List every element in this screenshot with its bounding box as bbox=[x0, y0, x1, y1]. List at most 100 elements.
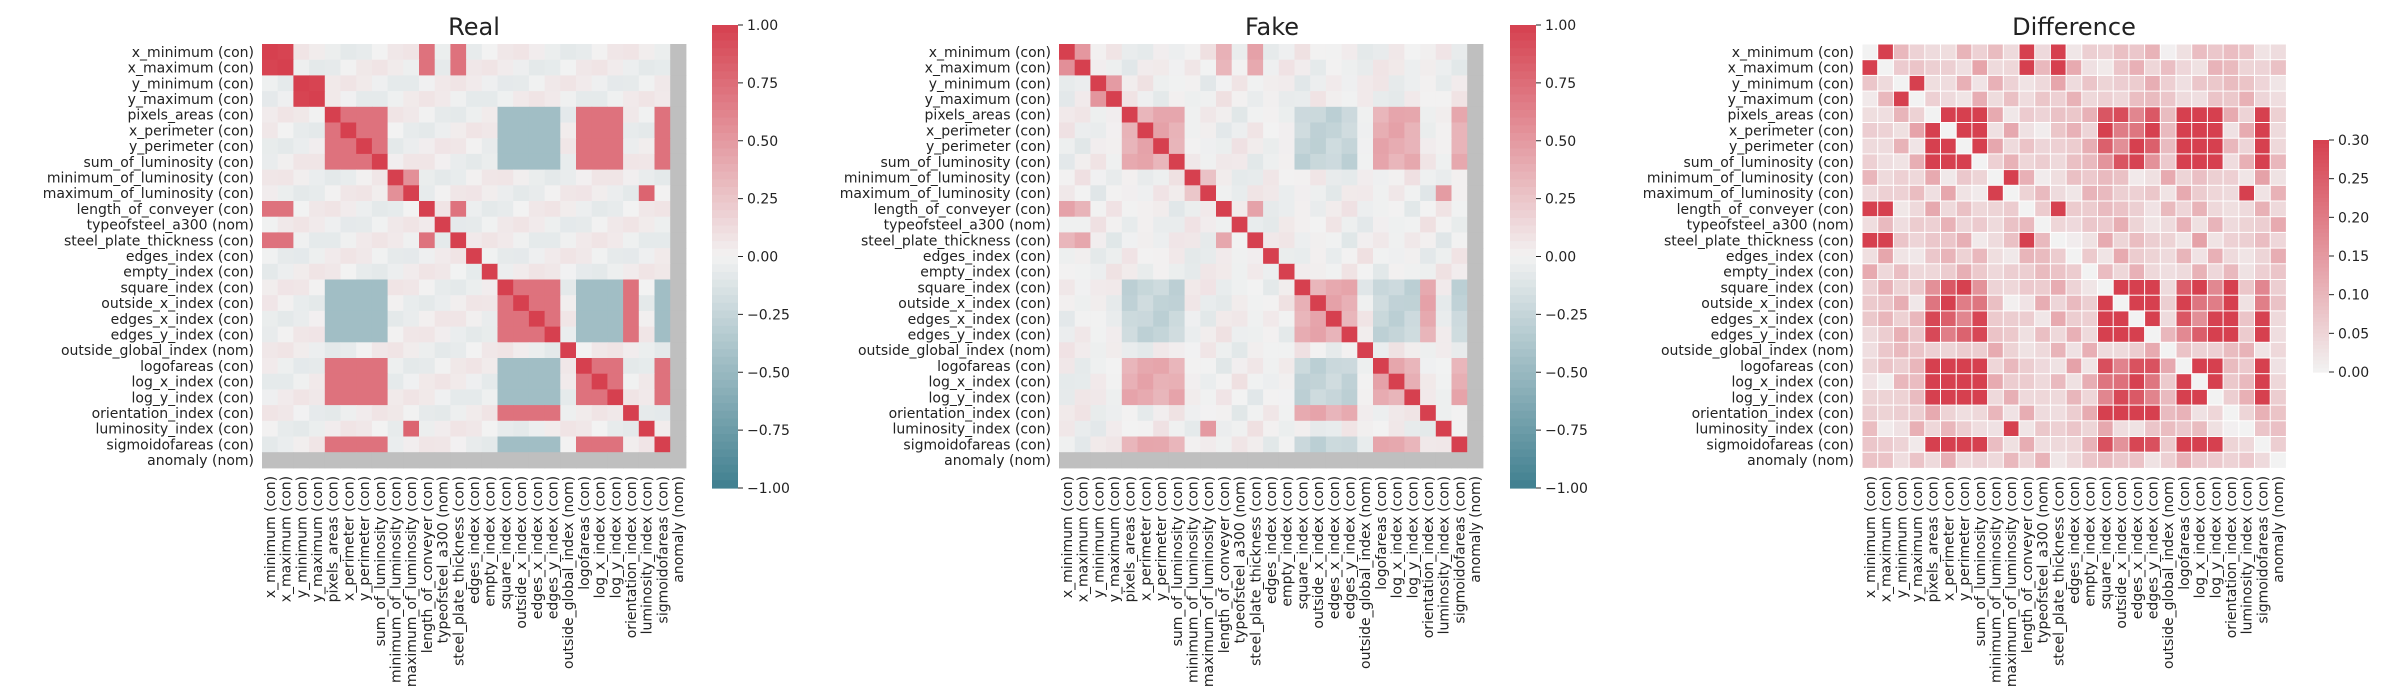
heatmap-cell bbox=[1373, 59, 1390, 76]
column-label: edges_y_index (con) bbox=[1342, 476, 1358, 619]
heatmap-cell bbox=[1971, 184, 1989, 203]
colorbar-tick-label: 0.75 bbox=[747, 76, 778, 92]
heatmap-cell bbox=[1877, 169, 1895, 187]
heatmap-cell bbox=[1200, 169, 1217, 186]
heatmap-cell bbox=[1341, 75, 1358, 92]
heatmap-cell bbox=[1153, 138, 1170, 155]
heatmap-cell bbox=[576, 75, 593, 92]
heatmap-cell bbox=[1059, 91, 1076, 108]
heatmap-cell bbox=[1247, 342, 1264, 359]
heatmap-cell bbox=[1294, 452, 1311, 469]
heatmap-cell bbox=[1247, 248, 1264, 265]
heatmap-cell bbox=[1137, 310, 1154, 328]
heatmap-cell bbox=[638, 263, 655, 280]
heatmap-cell bbox=[497, 389, 514, 406]
heatmap-cell bbox=[1278, 279, 1295, 296]
heatmap-cell bbox=[1940, 420, 1958, 438]
heatmap-cell bbox=[1325, 263, 1343, 280]
heatmap-cell bbox=[1153, 122, 1170, 139]
heatmap-cell bbox=[1121, 232, 1138, 249]
heatmap-cell bbox=[1955, 279, 1973, 297]
heatmap-cell bbox=[2222, 263, 2240, 281]
colorbar-segment bbox=[2313, 159, 2329, 164]
heatmap-cell bbox=[1137, 295, 1154, 312]
heatmap-cell bbox=[654, 232, 671, 249]
heatmap-cell bbox=[560, 169, 577, 186]
heatmap-cell bbox=[1106, 91, 1123, 108]
heatmap-cell bbox=[277, 185, 294, 202]
heatmap-cell bbox=[356, 342, 373, 359]
heatmap-cell bbox=[371, 342, 389, 359]
heatmap-cell bbox=[1955, 436, 1973, 454]
heatmap-cell bbox=[1294, 169, 1311, 186]
heatmap-cell bbox=[607, 342, 624, 359]
heatmap-cell bbox=[1955, 310, 1973, 328]
heatmap-cell bbox=[1940, 216, 1958, 234]
heatmap-cell bbox=[2222, 90, 2240, 108]
heatmap-cell bbox=[1231, 389, 1248, 406]
heatmap-cell bbox=[560, 122, 577, 139]
heatmap-cell bbox=[1971, 137, 1989, 155]
heatmap-cell bbox=[466, 91, 483, 108]
heatmap-cell bbox=[2159, 153, 2178, 171]
heatmap-cell bbox=[2222, 388, 2240, 407]
heatmap-cell bbox=[2191, 341, 2209, 359]
heatmap-cell bbox=[403, 342, 420, 359]
row-label: x_maximum (con) bbox=[128, 61, 254, 77]
colorbar-segment bbox=[2313, 198, 2329, 203]
heatmap-cell bbox=[1153, 452, 1170, 469]
heatmap-cell bbox=[1987, 43, 2005, 61]
heatmap-cell bbox=[2034, 310, 2052, 328]
heatmap-cell bbox=[2081, 279, 2099, 297]
heatmap-cell bbox=[1861, 310, 1879, 328]
colorbar-segment bbox=[1510, 271, 1536, 281]
colorbar-segment bbox=[712, 341, 738, 350]
heatmap-cell bbox=[544, 420, 561, 437]
heatmap-cell bbox=[1892, 231, 1911, 250]
heatmap-cell bbox=[1231, 310, 1248, 328]
heatmap-cell bbox=[340, 44, 357, 61]
heatmap-cell bbox=[654, 44, 671, 61]
heatmap-cell bbox=[1294, 91, 1311, 108]
heatmap-cell bbox=[1278, 373, 1295, 390]
heatmap-cell bbox=[1955, 153, 1973, 171]
heatmap-cell bbox=[2254, 247, 2272, 265]
heatmap-cell bbox=[2034, 74, 2052, 93]
heatmap-cell bbox=[560, 232, 577, 249]
heatmap-cell bbox=[2269, 279, 2287, 297]
colorbar-tick-label: 0.25 bbox=[1545, 192, 1576, 208]
heatmap-cell bbox=[309, 232, 326, 249]
heatmap-cell bbox=[450, 44, 467, 61]
heatmap-cell bbox=[466, 75, 483, 92]
colorbar-segment bbox=[1510, 457, 1536, 466]
heatmap-cell bbox=[2206, 90, 2225, 108]
column-label: luminosity_index (con) bbox=[1437, 476, 1453, 635]
heatmap-cell bbox=[2254, 451, 2272, 469]
heatmap-cell bbox=[1137, 248, 1154, 265]
column-label: sum_of_luminosity (con) bbox=[373, 476, 389, 647]
heatmap-cell bbox=[1247, 59, 1264, 76]
heatmap-cell bbox=[576, 106, 593, 123]
heatmap-cell bbox=[2128, 420, 2146, 438]
heatmap-cell bbox=[1153, 248, 1170, 265]
heatmap-cell bbox=[2081, 420, 2099, 438]
heatmap-cell bbox=[1074, 44, 1091, 61]
heatmap-cell bbox=[2222, 74, 2240, 93]
heatmap-cell bbox=[2081, 43, 2099, 61]
heatmap-cell bbox=[607, 185, 624, 202]
heatmap-cell bbox=[262, 153, 279, 171]
heatmap-cell bbox=[1940, 310, 1958, 328]
heatmap-cell bbox=[403, 59, 420, 76]
heatmap-cell bbox=[466, 216, 483, 233]
heatmap-cell bbox=[2144, 326, 2162, 344]
heatmap-cell bbox=[1908, 404, 1926, 422]
colorbar-segment bbox=[2313, 321, 2329, 327]
colorbar-segment bbox=[2313, 213, 2329, 218]
heatmap-cell bbox=[2238, 200, 2256, 218]
heatmap-cell bbox=[1325, 122, 1343, 139]
heatmap-cell bbox=[2206, 231, 2225, 250]
column-label: maximum_of_luminosity (con) bbox=[404, 476, 420, 687]
heatmap-cell bbox=[2222, 153, 2240, 171]
heatmap-cell bbox=[2112, 373, 2130, 391]
heatmap-cell bbox=[623, 326, 640, 343]
